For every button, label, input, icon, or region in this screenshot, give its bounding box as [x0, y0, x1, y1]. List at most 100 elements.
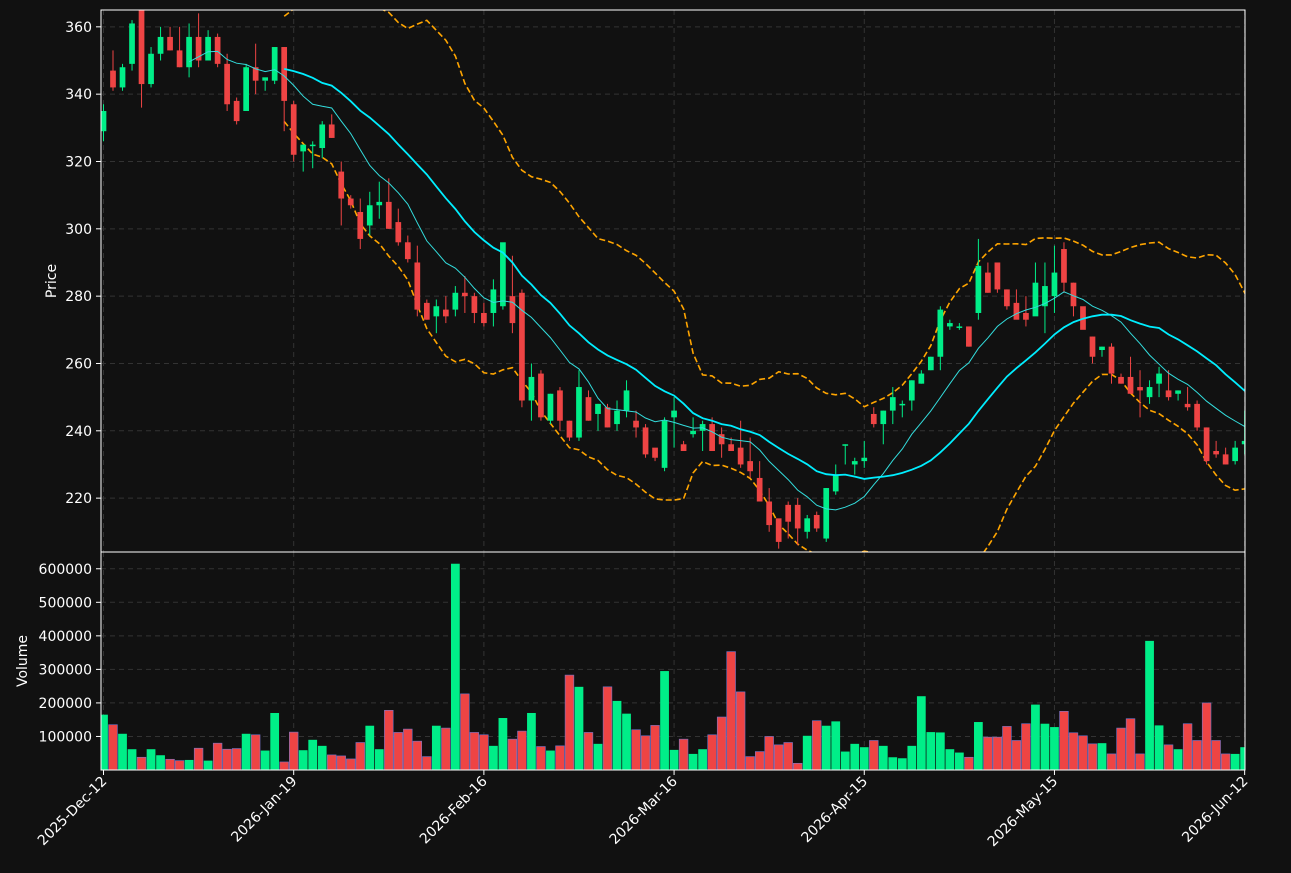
- candle-body: [224, 63, 230, 105]
- candle-body: [1042, 286, 1048, 307]
- slow-moving-average-line: [283, 68, 1245, 480]
- volume-bar: [412, 740, 422, 770]
- candle-body: [1222, 454, 1229, 465]
- volume-bar: [479, 734, 489, 770]
- volume-bar: [184, 759, 194, 770]
- volume-bar: [564, 674, 575, 770]
- volume-bar: [212, 742, 223, 770]
- candle-body: [937, 309, 944, 357]
- candle-body: [1023, 312, 1029, 320]
- volume-bar: [507, 738, 518, 770]
- volume-bar: [555, 745, 565, 770]
- volume-bar: [250, 734, 261, 770]
- candle-body: [404, 242, 411, 260]
- volume-bar: [698, 749, 707, 770]
- candle-body: [804, 518, 811, 532]
- candle-body: [994, 262, 1001, 290]
- volume-bar: [1211, 740, 1221, 770]
- candle-body: [509, 296, 516, 324]
- volume-bar: [460, 693, 470, 770]
- candle-body: [966, 326, 972, 347]
- candle-body: [661, 420, 668, 468]
- volume-bar: [1002, 726, 1012, 770]
- candle-body: [899, 403, 906, 406]
- candle-body: [946, 323, 953, 327]
- lower-band-line: [283, 120, 1245, 552]
- candles: [101, 10, 1245, 549]
- volume-axis-label: Volume: [15, 635, 31, 687]
- candle-body: [414, 262, 421, 310]
- candle-body: [956, 326, 963, 328]
- volume-bar: [1240, 747, 1245, 770]
- candle-body: [129, 23, 135, 64]
- candle-body: [851, 461, 858, 465]
- price-tick-label: 340: [65, 87, 92, 103]
- volume-panel-frame: [100, 551, 1246, 771]
- volume-bar: [631, 729, 641, 770]
- volume-bar: [101, 714, 108, 770]
- volume-bar: [1201, 702, 1212, 770]
- candle-body: [205, 36, 211, 61]
- volume-bar: [174, 760, 185, 770]
- candle-body: [1099, 346, 1105, 351]
- volume-bar: [992, 736, 1003, 770]
- candle-body: [500, 242, 506, 307]
- candle-body: [690, 430, 696, 435]
- candle-body: [652, 447, 658, 458]
- volume-bar: [583, 732, 594, 770]
- volume-bar: [384, 710, 394, 770]
- candle-body: [423, 302, 430, 320]
- candle-body: [842, 444, 849, 446]
- volume-bar: [441, 727, 451, 770]
- candle-body: [1165, 390, 1172, 398]
- volume-bar: [774, 744, 784, 770]
- candle-body: [766, 501, 773, 526]
- candle-body: [1061, 249, 1067, 283]
- volume-bar: [878, 745, 888, 770]
- volume-bar: [1078, 735, 1088, 770]
- volume-bar: [346, 758, 356, 770]
- upper-band-line: [283, 10, 1245, 408]
- volume-bar: [365, 725, 375, 770]
- candle-body: [157, 36, 164, 54]
- volume-bar: [888, 757, 898, 770]
- candle-body: [319, 124, 326, 149]
- candle-body: [1232, 447, 1238, 462]
- volume-bar: [707, 734, 717, 770]
- candle-body: [195, 36, 202, 61]
- volume-bar: [1050, 727, 1059, 770]
- volume-bar: [954, 752, 964, 770]
- candle-body: [433, 306, 440, 317]
- band-lines: [283, 10, 1245, 552]
- candle-body: [385, 201, 392, 229]
- candle-body: [252, 67, 259, 81]
- volume-bar: [1173, 749, 1183, 770]
- candle-body: [462, 292, 468, 297]
- volume-bar: [308, 739, 318, 770]
- candle-body: [186, 36, 192, 68]
- candle-body: [557, 390, 563, 421]
- candle-body: [1004, 289, 1010, 307]
- candle-body: [747, 461, 754, 472]
- candle-body: [1051, 272, 1058, 297]
- candle-body: [1137, 387, 1143, 391]
- volume-bar: [118, 733, 127, 770]
- candle-body: [110, 70, 116, 88]
- candle-body: [1118, 376, 1124, 384]
- volume-bar: [1154, 725, 1164, 770]
- volume-bar: [536, 746, 546, 770]
- volume-bar: [907, 745, 917, 770]
- volume-bar: [1125, 718, 1136, 770]
- moving-averages: [188, 50, 1245, 511]
- volume-bar: [1135, 753, 1145, 770]
- volume-bar: [678, 738, 689, 770]
- price-axis-label: Price: [44, 264, 60, 298]
- candle-body: [1146, 387, 1153, 398]
- candle-body: [395, 222, 402, 243]
- candle-body: [566, 420, 573, 438]
- volume-bar: [1031, 704, 1040, 770]
- candle-body: [785, 504, 792, 522]
- volume-bar: [1220, 753, 1231, 770]
- volume-bar: [1230, 753, 1240, 770]
- volume-bar: [527, 712, 536, 770]
